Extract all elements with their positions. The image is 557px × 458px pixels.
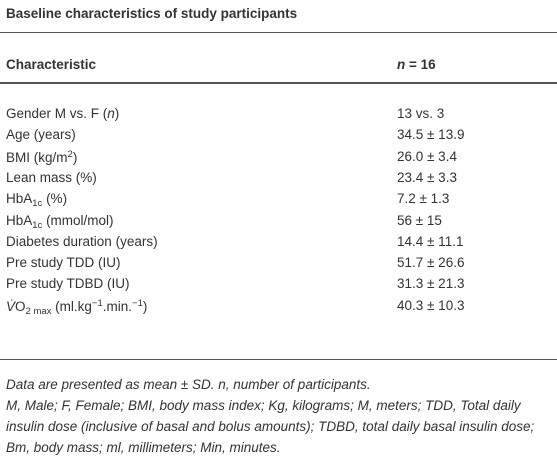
table-row: Age (years) 34.5 ± 13.9 <box>0 127 557 148</box>
text-segment: V̇ <box>6 298 16 314</box>
text-segment: 7.2 ± 1.3 <box>397 191 450 207</box>
text-segment: Lean mass (%) <box>6 169 97 185</box>
rule <box>0 82 557 84</box>
text-segment: ) <box>72 149 78 165</box>
row-value: 31.3 ± 21.3 <box>397 276 464 291</box>
row-value: 34.5 ± 13.9 <box>397 127 464 142</box>
text-segment: 1c <box>32 198 43 210</box>
text-segment: −1 <box>91 297 103 309</box>
text-segment: 2 <box>67 148 73 160</box>
text-segment: 26.0 ± 3.4 <box>397 148 457 164</box>
row-label: Lean mass (%) <box>6 170 97 185</box>
row-value: 26.0 ± 3.4 <box>397 149 457 164</box>
row-value: 40.3 ± 10.3 <box>397 298 464 313</box>
row-label: HbA1c (%) <box>6 191 67 209</box>
text-segment: O <box>15 298 26 314</box>
text-segment: Diabetes duration (years) <box>6 233 158 249</box>
row-label: HbA1c (mmol/mol) <box>6 213 114 231</box>
text-segment: 51.7 ± 26.6 <box>397 255 465 271</box>
row-value: 56 ± 15 <box>397 213 442 228</box>
footnotes: Data are presented as mean ± SD. n, numb… <box>6 374 554 458</box>
row-label: BMI (kg/m2) <box>6 149 77 165</box>
text-segment: 40.3 ± 10.3 <box>397 297 465 313</box>
rule <box>0 32 557 33</box>
row-label: Age (years) <box>6 127 76 142</box>
header-label: Characteristic <box>6 57 96 72</box>
text-segment: ) <box>142 298 148 314</box>
text-segment: 13 vs. 3 <box>397 106 445 121</box>
row-label: Diabetes duration (years) <box>6 234 158 249</box>
text-segment: 23.4 ± 3.3 <box>397 169 457 185</box>
text-segment: Pre study TDBD (IU) <box>6 276 130 292</box>
text-segment: 1c <box>32 219 43 231</box>
row-value: 51.7 ± 26.6 <box>397 255 464 270</box>
text-segment: Age (years) <box>6 127 76 143</box>
table-row: HbA1c (mmol/mol) 56 ± 15 <box>0 213 557 234</box>
row-value: 13 vs. 3 <box>397 106 444 121</box>
table-row: Lean mass (%) 23.4 ± 3.3 <box>0 170 557 191</box>
text-segment: 56 ± 15 <box>397 212 442 228</box>
text-segment: 2 max <box>25 305 52 317</box>
row-label: Pre study TDD (IU) <box>6 255 121 270</box>
text-segment: n <box>107 106 115 121</box>
table-row: V̇O2 max (ml.kg−1.min.−1) 40.3 ± 10.3 <box>0 298 557 319</box>
text-segment: Pre study TDD (IU) <box>6 255 121 271</box>
table-row: HbA1c (%) 7.2 ± 1.3 <box>0 191 557 212</box>
table-row: BMI (kg/m2) 26.0 ± 3.4 <box>0 149 557 170</box>
row-value: 23.4 ± 3.3 <box>397 170 457 185</box>
table-row: Pre study TDD (IU) 51.7 ± 26.6 <box>0 255 557 276</box>
text-segment: .min. <box>102 298 133 314</box>
text-segment: (mmol/mol) <box>42 212 114 228</box>
rule <box>0 359 557 360</box>
text-segment: (%) <box>42 191 68 207</box>
text-segment: HbA <box>6 191 33 207</box>
footnote: M, Male; F, Female; BMI, body mass index… <box>6 398 535 455</box>
row-value: 7.2 ± 1.3 <box>397 191 449 206</box>
row-label: Gender M vs. F (n) <box>6 106 119 121</box>
text-segment: BMI (kg/m <box>6 149 68 165</box>
row-label: Pre study TDBD (IU) <box>6 276 130 291</box>
table-row: Diabetes duration (years) 14.4 ± 11.1 <box>0 234 557 255</box>
text-segment: 34.5 ± 13.9 <box>397 127 465 143</box>
text-segment: Characteristic <box>6 57 97 72</box>
text-segment: −1 <box>132 297 143 309</box>
text-segment: n <box>397 57 406 72</box>
text-segment: Gender M vs. F ( <box>6 106 108 121</box>
table-row: Gender M vs. F (n) 13 vs. 3 <box>0 106 557 127</box>
text-segment: HbA <box>6 212 33 228</box>
text-segment: 31.3 ± 21.3 <box>397 276 465 292</box>
table-title: Baseline characteristics of study partic… <box>6 6 298 21</box>
row-label: V̇O2 max (ml.kg−1.min.−1) <box>6 298 147 317</box>
header-value: n = 16 <box>397 57 436 72</box>
footnote: Data are presented as mean ± SD. n, numb… <box>6 377 371 392</box>
table-row: Pre study TDBD (IU) 31.3 ± 21.3 <box>0 276 557 297</box>
text-segment: (ml.kg <box>51 298 92 314</box>
text-segment: = 16 <box>405 57 436 72</box>
text-segment: ) <box>114 106 120 121</box>
text-segment: 14.4 ± 11.1 <box>397 233 464 249</box>
row-value: 14.4 ± 11.1 <box>397 234 463 249</box>
